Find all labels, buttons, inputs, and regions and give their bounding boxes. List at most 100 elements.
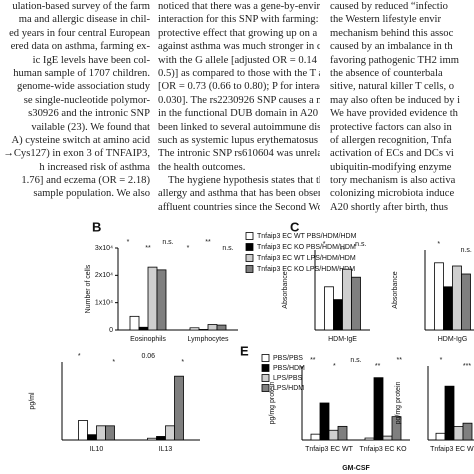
text-line: may also often be induced by i — [330, 94, 461, 106]
text-line: mechanism behind this assoc — [330, 27, 454, 39]
bar — [337, 425, 348, 441]
legend-label: LPS/PBS — [273, 375, 303, 382]
panel-label: C — [290, 219, 300, 234]
legend-label: Tnfaip3 EC WT PBS/HDM/HDM — [257, 233, 357, 240]
text-line: colonizing microbiota induce — [330, 188, 455, 200]
text-column: caused by reduced “infectio the Western l… — [330, 0, 474, 214]
significance-label: * — [323, 241, 326, 248]
text-line: favoring pathogenic TH2 imm — [330, 54, 459, 66]
bar — [461, 273, 471, 331]
bar — [382, 435, 393, 441]
bar — [351, 276, 361, 331]
text-line: ubiquitin-modifying enzyme — [330, 161, 452, 173]
bar — [207, 324, 218, 331]
text-line: with the G allele [adjusted OR = 0.14 (0… — [158, 54, 320, 66]
significance-label: * — [112, 359, 115, 366]
text-line: se single-nucleotide polymor- — [23, 94, 150, 106]
bar — [434, 262, 444, 331]
bar — [391, 416, 402, 441]
text-line: The hygiene hypothesis states that the r… — [168, 175, 320, 187]
text-line: h increased risk of asthma — [39, 161, 150, 173]
legend-label: LPS/HDM — [273, 385, 304, 392]
significance-label: * — [437, 241, 440, 248]
text-line: ic IgE levels have been col- — [32, 54, 150, 66]
text-line: →Cys127) in exon 3 of TNFAIP3, — [3, 148, 150, 160]
x-tick-label: HDM-IgE — [328, 336, 357, 343]
legend-swatch — [261, 364, 270, 372]
text-line: caused by reduced “infectio — [330, 1, 448, 12]
bar — [333, 299, 343, 331]
y-axis-label: pg/ml — [29, 392, 36, 410]
bar — [462, 422, 473, 441]
text-line: noticed that there was a gene-by-environ… — [158, 1, 320, 12]
text-line: 0.030]. The rs2230926 SNP causes a mutat… — [158, 94, 320, 106]
text-line: 0.5)] as compared to those with the T al… — [158, 67, 320, 79]
bar — [189, 327, 200, 331]
bar — [138, 326, 149, 331]
bar — [96, 425, 106, 441]
text-line: We have provided evidence th — [330, 108, 458, 120]
y-axis-label: pg/mg protein — [395, 381, 402, 424]
text-column: ulation-based survey of the farm ma and a… — [0, 0, 150, 201]
text-line: the absence of counterbala — [330, 67, 443, 79]
significance-label: n.s. — [162, 239, 173, 246]
bar — [364, 437, 375, 441]
legend-swatch — [245, 254, 254, 262]
x-axis-label: GM-CSF — [342, 465, 370, 472]
legend-label: PBS/PBS — [273, 355, 303, 362]
significance-label: ** — [396, 357, 402, 364]
text-line: the Western lifestyle envir — [330, 14, 442, 26]
significance-label: 0.06 — [141, 353, 155, 360]
legend-swatch — [261, 374, 270, 382]
x-tick-label: Tnfaip3 EC WT — [430, 446, 474, 453]
x-tick-label: IL13 — [159, 446, 173, 453]
legend-swatch — [261, 384, 270, 392]
significance-label: * — [333, 363, 336, 370]
x-tick-label: Eosinophils — [130, 336, 166, 343]
text-line: sitive, natural killer T cells, o — [330, 81, 455, 93]
text-line: 1.76] and eczema (OR = 2.18) — [21, 175, 150, 187]
text-line: vailable (23). We found that — [31, 121, 150, 133]
bar — [342, 268, 352, 331]
text-line: [OR = 0.73 (0.66 to 0.80); P for interac… — [158, 81, 320, 93]
bar — [78, 420, 88, 441]
significance-label: * — [187, 245, 190, 252]
bar — [198, 329, 209, 331]
y-axis-label: Absorbance — [282, 271, 289, 308]
bar — [310, 433, 321, 441]
legend-label: Tnfaip3 EC KO LPS/HDM/HDM — [257, 266, 355, 273]
panel-label: E — [240, 343, 249, 358]
text-line: allergy and asthma that has been observe… — [158, 188, 320, 200]
y-tick-label: 0 — [109, 327, 113, 334]
legend-label: Tnfaip3 EC WT LPS/HDM/HDM — [257, 255, 356, 262]
legend-swatch — [245, 265, 254, 273]
text-line: genome-wide association study — [17, 81, 150, 93]
bar — [156, 436, 166, 441]
text-line: ma and allergic disease in chil- — [18, 14, 150, 26]
significance-label: ** — [340, 247, 346, 254]
text-line: sample population. We also — [33, 188, 150, 200]
legend-swatch — [245, 232, 254, 240]
bar — [324, 286, 334, 331]
legend-label: PBS/HDM — [273, 365, 305, 372]
text-line: ulation-based survey of the farm — [12, 1, 150, 12]
significance-label: * — [440, 357, 443, 364]
bar — [452, 265, 462, 331]
y-tick-label: 2x10⁴ — [95, 272, 113, 279]
text-line: s30926 and the intronic SNP — [28, 108, 150, 120]
bar — [319, 402, 330, 441]
bar — [435, 432, 446, 441]
x-tick-label: IL10 — [90, 446, 104, 453]
bar — [443, 286, 453, 331]
bar — [373, 377, 384, 441]
significance-label: ** — [375, 363, 381, 370]
bar — [147, 437, 157, 441]
y-tick-label: 1x10⁴ — [95, 300, 113, 307]
significance-label: * — [78, 353, 81, 360]
significance-label: ** — [310, 357, 316, 364]
text-line: human sample of 1707 children. — [13, 67, 150, 79]
bar — [216, 324, 227, 331]
text-line: activation of ECs and DCs vi — [330, 148, 454, 160]
bar — [328, 429, 339, 441]
